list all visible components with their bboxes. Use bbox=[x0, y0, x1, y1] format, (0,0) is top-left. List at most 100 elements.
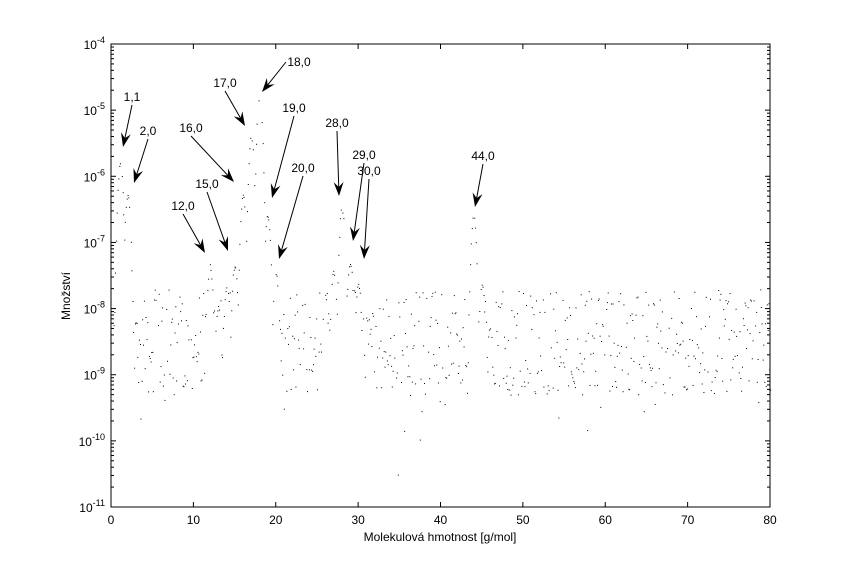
data-point bbox=[495, 301, 497, 303]
data-point bbox=[203, 293, 205, 294]
data-point bbox=[246, 240, 248, 242]
data-point bbox=[762, 359, 764, 361]
data-point bbox=[564, 319, 566, 321]
data-point bbox=[405, 332, 406, 334]
data-point bbox=[760, 307, 762, 308]
data-point bbox=[390, 337, 392, 339]
y-tick-base: 10 bbox=[84, 38, 98, 52]
data-point bbox=[460, 382, 462, 384]
arrow-head-icon bbox=[359, 244, 370, 259]
data-point bbox=[519, 370, 521, 372]
data-point bbox=[570, 314, 571, 316]
data-point bbox=[483, 295, 485, 296]
data-point bbox=[669, 377, 671, 379]
data-point bbox=[568, 385, 570, 387]
data-point bbox=[671, 317, 673, 319]
data-point bbox=[464, 299, 466, 300]
data-point bbox=[351, 271, 353, 273]
data-point bbox=[513, 316, 515, 318]
data-point bbox=[615, 381, 617, 383]
data-point bbox=[757, 359, 759, 360]
data-point bbox=[552, 387, 554, 389]
data-point bbox=[192, 357, 194, 359]
data-point bbox=[646, 335, 648, 337]
data-point bbox=[264, 202, 266, 204]
data-point bbox=[124, 239, 126, 241]
data-point bbox=[604, 354, 606, 356]
data-point bbox=[498, 306, 500, 308]
data-point bbox=[444, 404, 446, 406]
data-point bbox=[153, 299, 155, 301]
data-point bbox=[679, 344, 681, 346]
data-point bbox=[613, 342, 615, 344]
data-point bbox=[354, 290, 356, 292]
data-point bbox=[566, 317, 568, 319]
data-point bbox=[193, 356, 195, 358]
data-point bbox=[521, 385, 523, 387]
data-point bbox=[529, 372, 531, 374]
data-point bbox=[628, 388, 630, 390]
data-point bbox=[459, 340, 461, 342]
data-point bbox=[176, 380, 178, 382]
data-point bbox=[140, 418, 142, 420]
data-point bbox=[478, 321, 480, 323]
arrow-head-icon bbox=[121, 132, 131, 147]
data-point bbox=[398, 302, 400, 304]
data-point bbox=[594, 385, 596, 387]
data-point bbox=[142, 319, 144, 321]
data-point bbox=[456, 333, 458, 335]
data-point bbox=[174, 332, 176, 334]
data-point bbox=[732, 367, 734, 369]
data-point bbox=[168, 289, 170, 291]
data-point bbox=[738, 372, 740, 374]
x-tick-label: 60 bbox=[599, 513, 613, 527]
data-point bbox=[298, 347, 300, 349]
data-point bbox=[235, 267, 237, 269]
data-point bbox=[481, 284, 483, 286]
data-point bbox=[328, 313, 330, 315]
data-point bbox=[283, 314, 285, 315]
data-point bbox=[218, 306, 220, 307]
data-point bbox=[420, 378, 422, 380]
data-point bbox=[677, 352, 679, 354]
data-point bbox=[652, 367, 654, 369]
data-point bbox=[647, 340, 649, 342]
annotation-label: 1,1 bbox=[124, 90, 141, 104]
data-point bbox=[607, 292, 609, 294]
data-point bbox=[280, 360, 282, 362]
data-point bbox=[129, 206, 131, 208]
data-point bbox=[557, 389, 559, 391]
data-point bbox=[462, 379, 463, 381]
data-point bbox=[469, 291, 471, 293]
data-point bbox=[232, 290, 234, 292]
data-point bbox=[527, 368, 529, 370]
data-point bbox=[672, 354, 674, 356]
data-point bbox=[564, 366, 566, 368]
data-point bbox=[744, 302, 746, 304]
data-point bbox=[429, 325, 431, 327]
data-point bbox=[524, 386, 526, 388]
data-point bbox=[710, 298, 711, 300]
data-point bbox=[722, 380, 724, 382]
y-tick-base: 10 bbox=[84, 303, 98, 317]
data-point bbox=[121, 176, 123, 177]
axes: 0 10 20 30 40 50 60 70 8010-1110-1010-910-810-71… bbox=[79, 35, 777, 527]
data-point bbox=[424, 393, 426, 395]
data-point bbox=[396, 372, 398, 374]
data-point bbox=[433, 354, 435, 356]
arrow-head-icon bbox=[350, 226, 360, 241]
data-point bbox=[342, 212, 344, 214]
data-point bbox=[735, 308, 737, 310]
y-tick-label: 10-6 bbox=[84, 167, 105, 184]
data-point bbox=[517, 313, 518, 315]
data-point bbox=[550, 347, 552, 349]
data-point bbox=[751, 358, 753, 360]
data-point bbox=[133, 331, 135, 333]
data-point bbox=[523, 292, 524, 294]
y-tick-exponent: -9 bbox=[97, 366, 105, 376]
data-point bbox=[661, 347, 663, 349]
data-point bbox=[676, 343, 678, 344]
data-point bbox=[585, 340, 587, 342]
data-point bbox=[649, 367, 651, 369]
plot-box bbox=[110, 43, 771, 508]
